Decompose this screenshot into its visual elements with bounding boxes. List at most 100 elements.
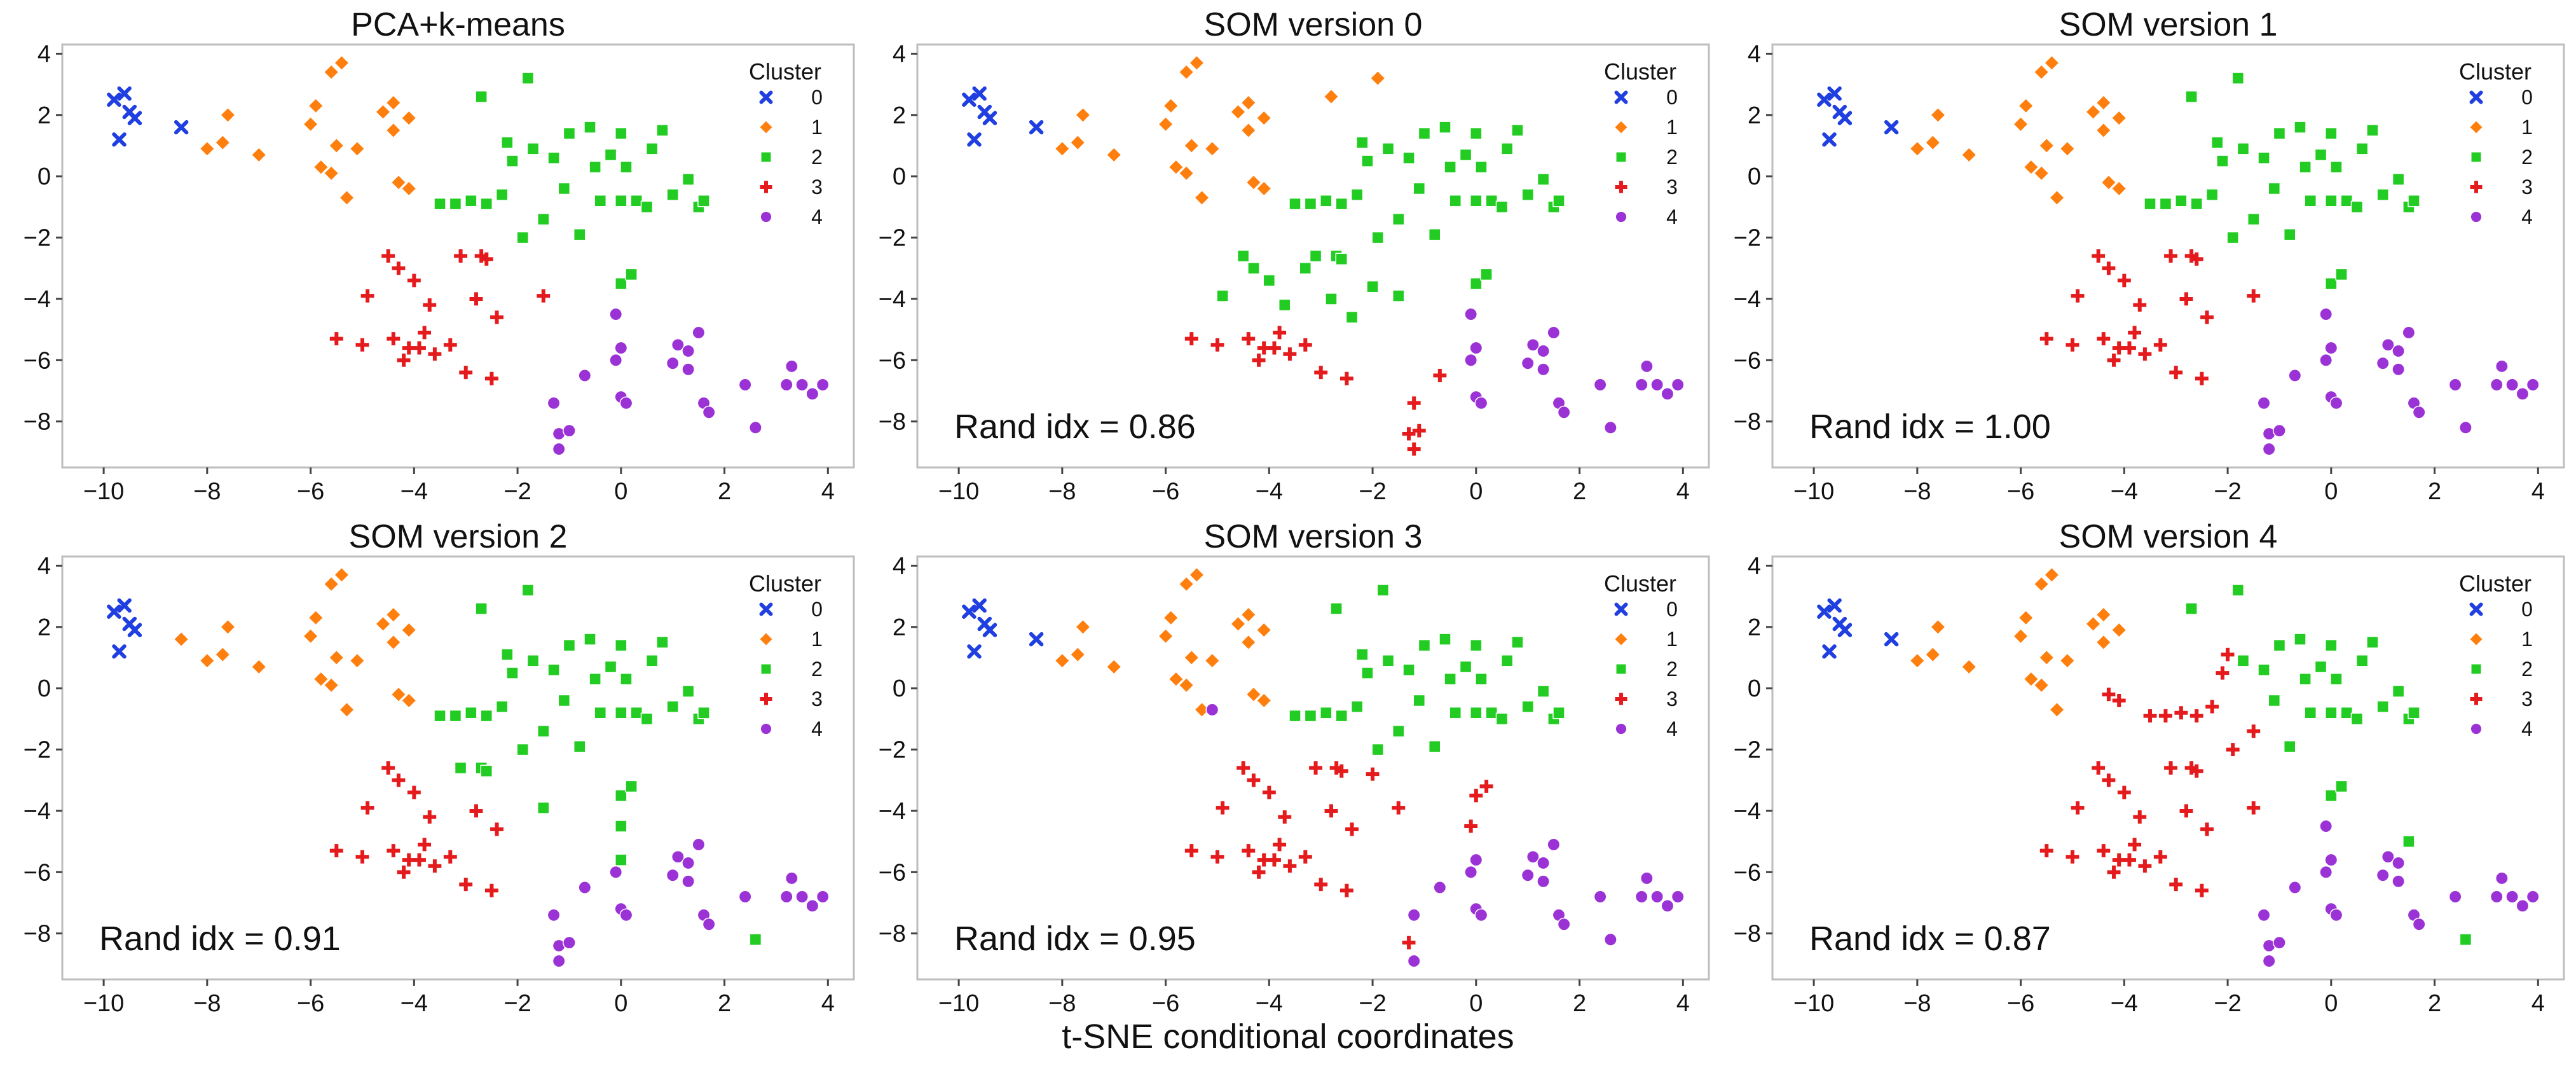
scatter-point-cluster-3 [1242,844,1256,858]
legend-label: 2 [2521,146,2533,169]
x-tick-label: 0 [614,478,627,505]
scatter-point-cluster-3 [1469,789,1483,803]
scatter-point-cluster-2 [1521,700,1534,713]
scatter-point-cluster-2 [625,268,638,281]
scatter-point-cluster-4 [666,356,680,370]
scatter-point-cluster-1 [385,606,402,623]
legend-marker [2470,722,2483,735]
scatter-point-cluster-1 [338,701,355,718]
scatter-point-cluster-3 [1314,366,1328,380]
scatter-point-cluster-1 [2038,137,2055,154]
scatter-point-cluster-2 [645,142,659,155]
scatter-point-cluster-0 [1827,86,1842,101]
scatter-point-cluster-1 [323,576,339,592]
legend-label: 1 [2521,628,2533,651]
scatter-point-cluster-2 [1495,200,1509,214]
scatter-point-cluster-3 [392,261,406,275]
scatter-point-cluster-2 [1459,660,1472,674]
scatter-point-cluster-4 [2458,420,2472,434]
scatter-point-cluster-1 [338,190,355,206]
y-tick-label: −2 [1734,737,1761,764]
scatter-point-cluster-3 [2092,249,2106,263]
x-tick-label: −8 [193,990,221,1017]
scatter-point-cluster-2 [1439,633,1451,646]
y-tick-label: −8 [1734,921,1761,948]
scatter-point-cluster-4 [738,890,752,904]
scatter-point-cluster-4 [619,396,633,410]
scatter-point-cluster-1 [2059,141,2076,157]
scatter-point-cluster-1 [1054,141,1071,157]
legend-label: 1 [1666,116,1678,139]
scatter-point-cluster-4 [795,890,809,904]
scatter-panel-4: SOM version 3−10 −8 −6 −4 −2 0 2 4−8−6−4−2024Cl… [879,518,1710,1017]
scatter-point-cluster-3 [2189,252,2203,266]
scatter-point-cluster-2 [1537,173,1550,186]
x-tick-label: 2 [1573,478,1586,505]
scatter-point-cluster-2 [558,182,571,195]
legend-title: Cluster [749,570,821,597]
scatter-point-cluster-2 [2159,197,2172,211]
scatter-point-cluster-3 [2195,371,2209,385]
scatter-point-cluster-2 [666,700,679,713]
scatter-point-cluster-4 [1661,387,1675,401]
scatter-point-cluster-2 [1449,194,1462,207]
scatter-point-cluster-1 [1163,97,1179,114]
scatter-point-cluster-2 [547,663,560,677]
scatter-point-cluster-1 [313,671,329,688]
y-tick-label: −4 [879,798,906,825]
legend-marker [1615,151,1627,163]
scatter-point-cluster-3 [490,822,504,836]
scatter-point-cluster-4 [692,326,706,340]
scatter-point-cluster-3 [2092,761,2106,775]
legend-label: 0 [2521,86,2533,109]
scatter-point-cluster-4 [816,378,830,392]
scatter-point-cluster-1 [2033,165,2050,182]
scatter-point-cluster-3 [2138,859,2152,873]
x-tick-label: −10 [1793,478,1834,505]
scatter-point-cluster-4 [702,917,716,931]
scatter-point-cluster-2 [1237,249,1250,263]
scatter-point-cluster-1 [1157,116,1174,132]
scatter-point-cluster-2 [1470,639,1483,652]
scatter-point-cluster-2 [615,639,627,652]
scatter-point-cluster-4 [1464,865,1478,879]
scatter-point-cluster-3 [2112,341,2126,355]
x-tick-label: −4 [1256,990,1283,1017]
scatter-point-cluster-3 [454,249,468,263]
scatter-point-cluster-0 [982,623,997,637]
scatter-point-cluster-3 [360,801,374,815]
scatter-point-cluster-3 [1283,347,1297,361]
scatter-point-cluster-2 [1289,197,1301,211]
scatter-point-cluster-4 [1603,420,1617,434]
scatter-point-cluster-1 [1178,576,1195,592]
scatter-point-cluster-1 [2033,64,2050,80]
x-tick-label: 4 [1676,478,1690,505]
scatter-point-cluster-0 [112,132,127,147]
scatter-point-cluster-4 [1634,890,1648,904]
scatter-point-cluster-4 [1640,359,1654,373]
y-tick-label: −2 [24,225,51,252]
scatter-point-cluster-4 [1634,378,1648,392]
scatter-point-cluster-1 [2100,174,2117,191]
scatter-point-cluster-3 [2247,801,2261,815]
scatter-point-cluster-1 [323,165,339,182]
scatter-point-cluster-0 [1827,598,1842,613]
scatter-point-cluster-1 [214,646,231,663]
x-tick-label: −6 [2007,990,2034,1017]
scatter-point-cluster-2 [2175,194,2188,207]
scatter-point-cluster-4 [1526,850,1540,864]
scatter-point-cluster-3 [1324,804,1338,818]
scatter-point-cluster-4 [2319,307,2333,321]
scatter-point-cluster-2 [630,194,643,207]
scatter-point-cluster-4 [1557,917,1571,931]
scatter-point-cluster-3 [2247,289,2261,303]
scatter-point-cluster-2 [594,194,607,207]
scatter-point-cluster-2 [620,160,633,174]
scatter-point-cluster-1 [1245,686,1262,703]
legend-label: 0 [811,86,823,109]
scatter-point-cluster-4 [1537,344,1551,358]
scatter-panel-3: SOM version 2−10 −8 −6 −4 −2 0 2 4−8−6−4−2024Cl… [24,518,855,1017]
